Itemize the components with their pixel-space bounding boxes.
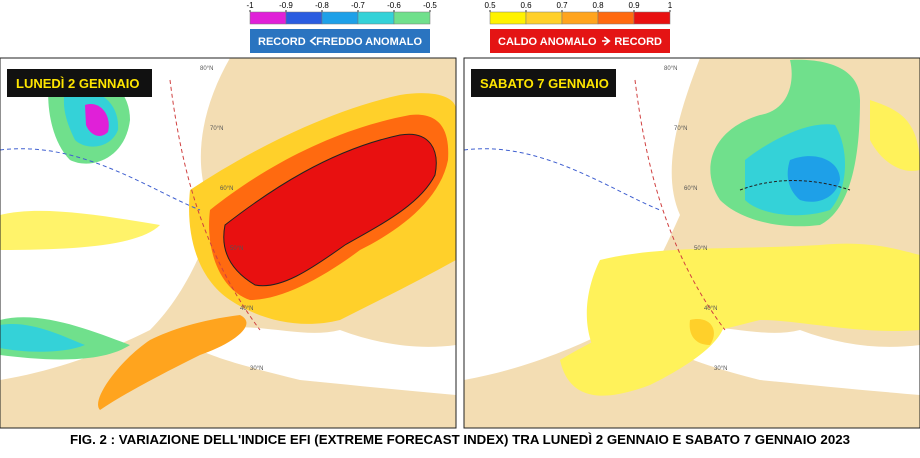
lat-label: 50°N [230, 246, 243, 252]
efi-area [870, 100, 920, 171]
tick-label: -0.7 [351, 1, 365, 10]
lat-label: 60°N [684, 186, 697, 192]
panel-title: SABATO 7 GENNAIO [480, 76, 609, 91]
panel-frame [0, 57, 457, 429]
arrow [309, 36, 317, 46]
colorbar-segment [249, 11, 287, 25]
map-panel [464, 58, 920, 428]
colorbar-segment [393, 11, 431, 25]
efi-area [98, 315, 247, 410]
tick-label: -0.6 [387, 1, 401, 10]
lat-label: 80°N [664, 66, 677, 72]
efi-area [85, 104, 109, 136]
legend-label: RECORD [614, 36, 662, 48]
arrow [602, 36, 611, 46]
tick-label: -1 [246, 1, 254, 10]
colorbar-segment [597, 11, 635, 25]
tick-label: 1 [668, 1, 673, 10]
tick-label: 0.5 [484, 1, 496, 10]
colorbar-segment [285, 11, 323, 25]
contour [0, 148, 201, 211]
panel-frame [463, 57, 920, 429]
lat-label: 60°N [220, 186, 233, 192]
efi-area [787, 156, 840, 202]
map-panel [0, 58, 456, 428]
sea [200, 327, 456, 395]
lat-label: 70°N [210, 126, 223, 132]
lat-label: 30°N [714, 366, 727, 372]
panel-title-box [471, 69, 616, 97]
contour [169, 79, 261, 331]
lat-label: 80°N [200, 66, 213, 72]
tick-label: 0.8 [592, 1, 604, 10]
legend-label: CALDO ANOMALO [498, 36, 597, 48]
panel-title: LUNEDÌ 2 GENNAIO [16, 76, 140, 91]
legend-label: RECORD [258, 36, 306, 48]
lat-label: 40°N [240, 306, 253, 312]
lat-label: 40°N [704, 306, 717, 312]
panel-title-box [7, 69, 152, 97]
efi-area [0, 210, 160, 250]
efi-area [689, 319, 714, 345]
colorbar-segment [321, 11, 359, 25]
contour [634, 79, 726, 331]
colorbar-segment [633, 11, 671, 25]
tick-label: 0.6 [520, 1, 532, 10]
efi-area [0, 324, 85, 352]
colorbar-segment [561, 11, 599, 25]
tick-label: -0.8 [315, 1, 329, 10]
tick-label: -0.5 [423, 1, 437, 10]
legend-label: FREDDO ANOMALO [316, 36, 422, 48]
legend-box [250, 29, 430, 53]
efi-area [223, 134, 437, 286]
tick-label: -0.9 [279, 1, 293, 10]
colorbar-segment [489, 11, 527, 25]
sea [670, 327, 920, 395]
tick-label: 0.9 [628, 1, 640, 10]
legend-box [490, 29, 670, 53]
tick-label: 0.7 [556, 1, 568, 10]
colorbar-segment [357, 11, 395, 25]
contour [739, 180, 851, 191]
contour [223, 133, 437, 287]
efi-area [560, 305, 726, 396]
sea [464, 58, 700, 380]
lat-label: 70°N [674, 126, 687, 132]
lat-label: 50°N [694, 246, 707, 252]
caption: FIG. 2 : VARIAZIONE DELL'INDICE EFI (EXT… [70, 432, 850, 447]
lat-label: 30°N [250, 366, 263, 372]
colorbar-segment [525, 11, 563, 25]
